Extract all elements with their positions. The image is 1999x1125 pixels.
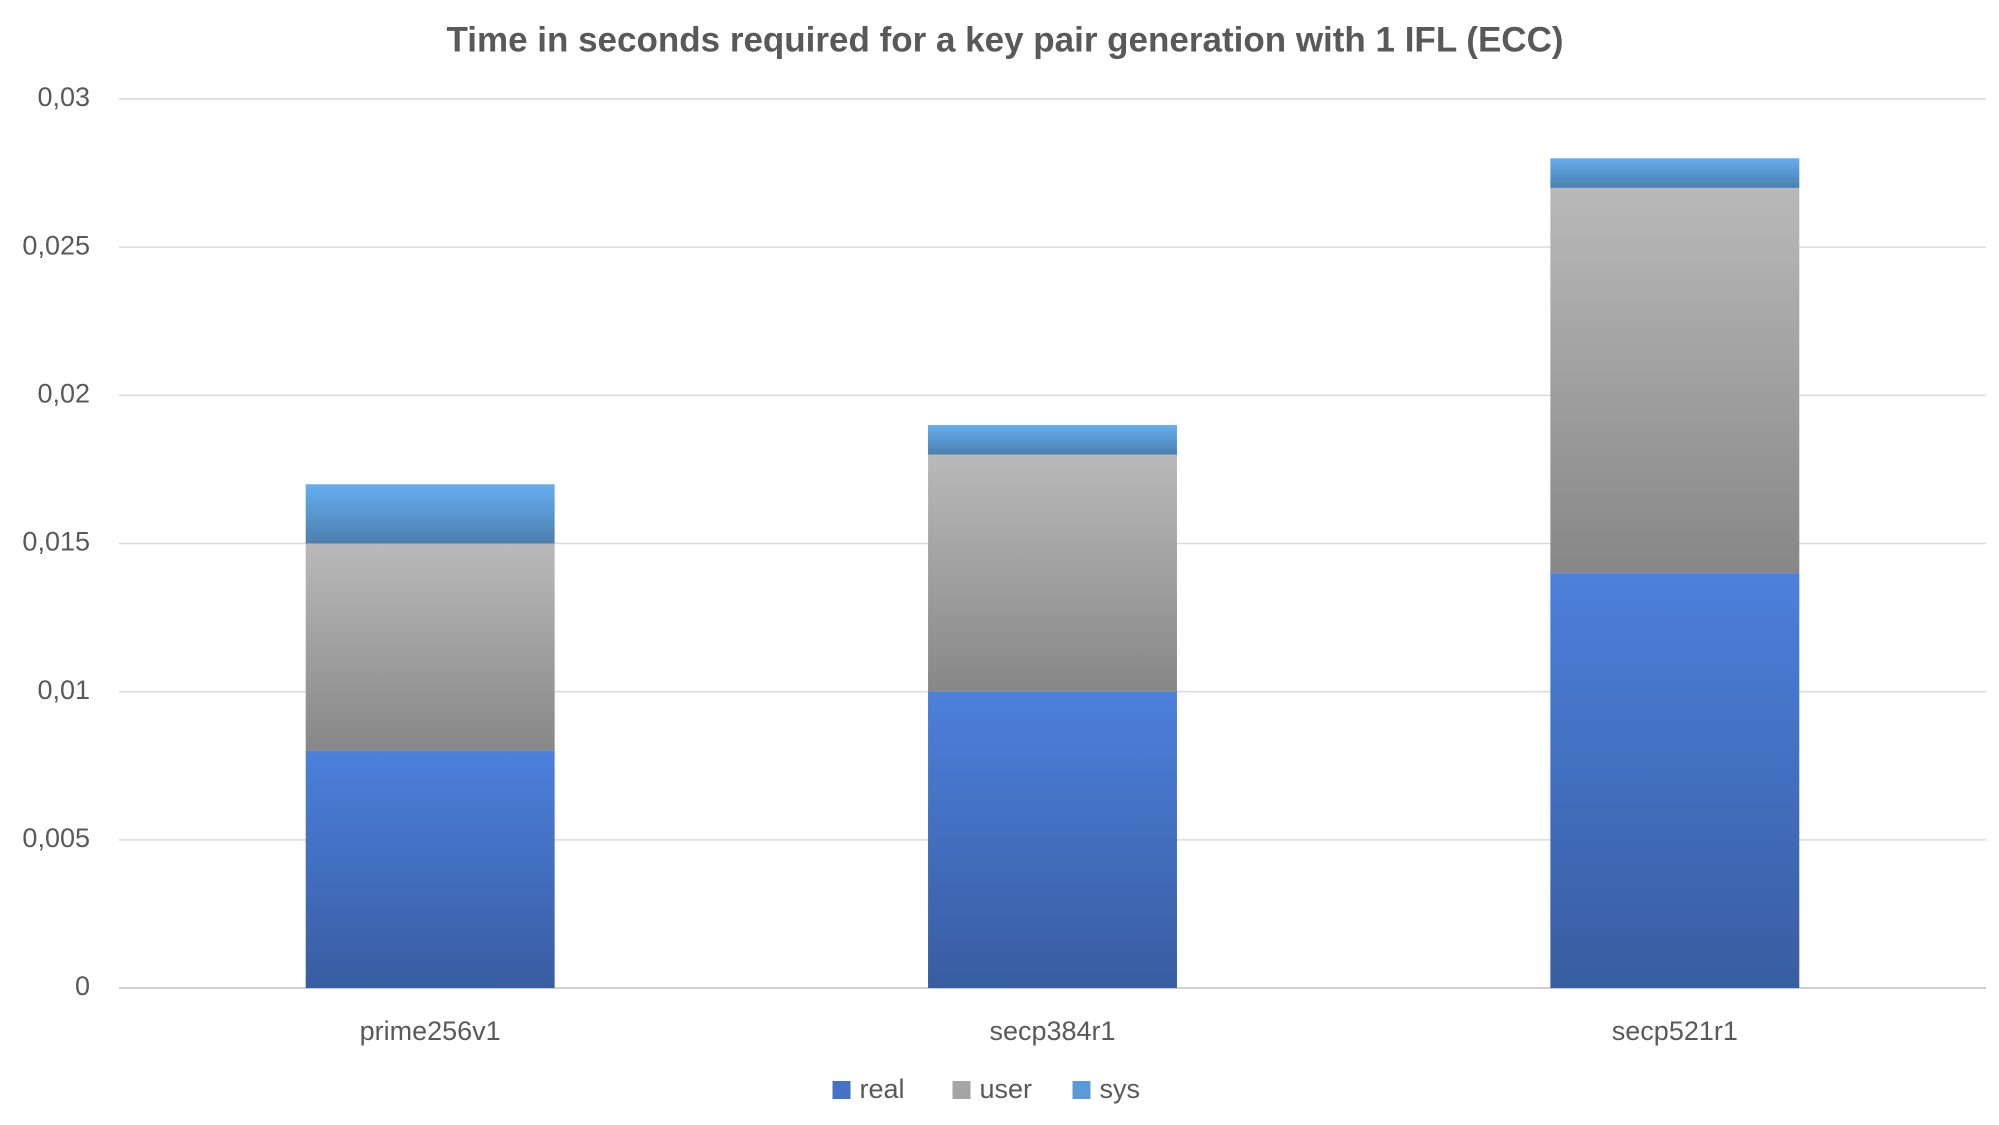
bar-segment: [1550, 573, 1800, 988]
y-tick-label: 0,005: [22, 823, 90, 853]
bar-segment: [305, 484, 555, 544]
legend-label: user: [980, 1074, 1033, 1104]
y-tick-label: 0,03: [37, 82, 90, 112]
legend-label: real: [860, 1074, 905, 1104]
y-tick-label: 0,015: [22, 527, 90, 557]
y-tick-label: 0,01: [37, 675, 90, 705]
legend-swatch: [1072, 1081, 1091, 1099]
bar-segment: [928, 691, 1177, 988]
y-tick-label: 0: [75, 971, 90, 1001]
bar-segment: [928, 424, 1177, 455]
bar-segment: [1550, 158, 1800, 188]
y-tick-label: 0,025: [22, 230, 90, 260]
bar-segment: [305, 750, 555, 988]
bar-segment: [928, 454, 1177, 692]
legend-label: sys: [1100, 1074, 1141, 1104]
x-tick-label: secp521r1: [1612, 1016, 1738, 1046]
legend-swatch: [952, 1081, 971, 1099]
x-tick-label: prime256v1: [360, 1016, 501, 1046]
chart-title: Time in seconds required for a key pair …: [446, 20, 1563, 59]
bar-segment: [305, 543, 555, 751]
x-tick-label: secp384r1: [989, 1016, 1115, 1046]
bar-segment: [1550, 187, 1800, 574]
legend-swatch: [832, 1081, 851, 1099]
y-tick-label: 0,02: [37, 378, 90, 408]
